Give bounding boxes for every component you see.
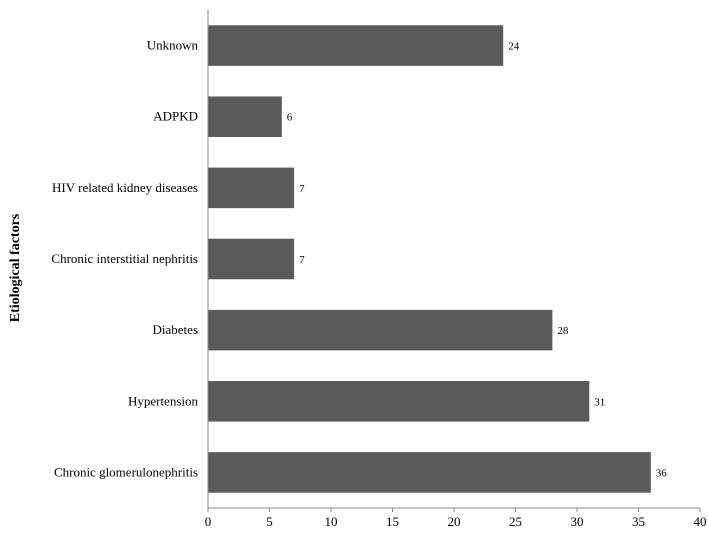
bar-4 [208, 309, 553, 351]
data-label-1: 6 [287, 112, 293, 124]
y-axis-title: Etiological factors [8, 213, 23, 322]
x-tick-label-1: 5 [266, 514, 273, 529]
data-label-2: 7 [299, 183, 305, 195]
category-labels: Unknown ADPKD HIV related kidney diseases C… [51, 38, 198, 480]
bar-5 [208, 381, 590, 422]
x-tick-label-8: 40 [694, 514, 707, 529]
data-label-4: 28 [557, 325, 569, 337]
bar-0 [208, 25, 504, 66]
category-label-1: ADPKD [153, 109, 198, 124]
x-tick-label-7: 35 [632, 514, 645, 529]
x-tick-label-3: 15 [386, 514, 399, 529]
data-labels: 24 6 7 7 28 31 36 [287, 41, 668, 480]
bar-2 [208, 167, 295, 209]
category-label-2: HIV related kidney diseases [52, 180, 198, 195]
x-tick-label-5: 25 [509, 514, 522, 529]
x-tick-label-2: 10 [325, 514, 338, 529]
x-tick-label-6: 30 [571, 514, 584, 529]
data-label-3: 7 [299, 254, 305, 266]
category-label-6: Chronic glomerulonephritis [54, 464, 198, 479]
x-ticks: 0 5 10 15 20 25 30 35 40 [205, 508, 707, 529]
category-label-3: Chronic interstitial nephritis [51, 251, 198, 266]
category-label-5: Hypertension [128, 393, 199, 408]
data-label-6: 36 [656, 467, 668, 479]
bars-layer [208, 25, 651, 493]
category-label-4: Diabetes [153, 322, 198, 337]
x-tick-label-4: 20 [448, 514, 461, 529]
bar-6 [208, 452, 651, 493]
bar-1 [208, 96, 282, 137]
bar-3 [208, 238, 295, 280]
data-label-0: 24 [508, 41, 520, 53]
category-label-0: Unknown [147, 38, 199, 53]
x-tick-label-0: 0 [205, 514, 212, 529]
data-label-5: 31 [594, 396, 605, 408]
